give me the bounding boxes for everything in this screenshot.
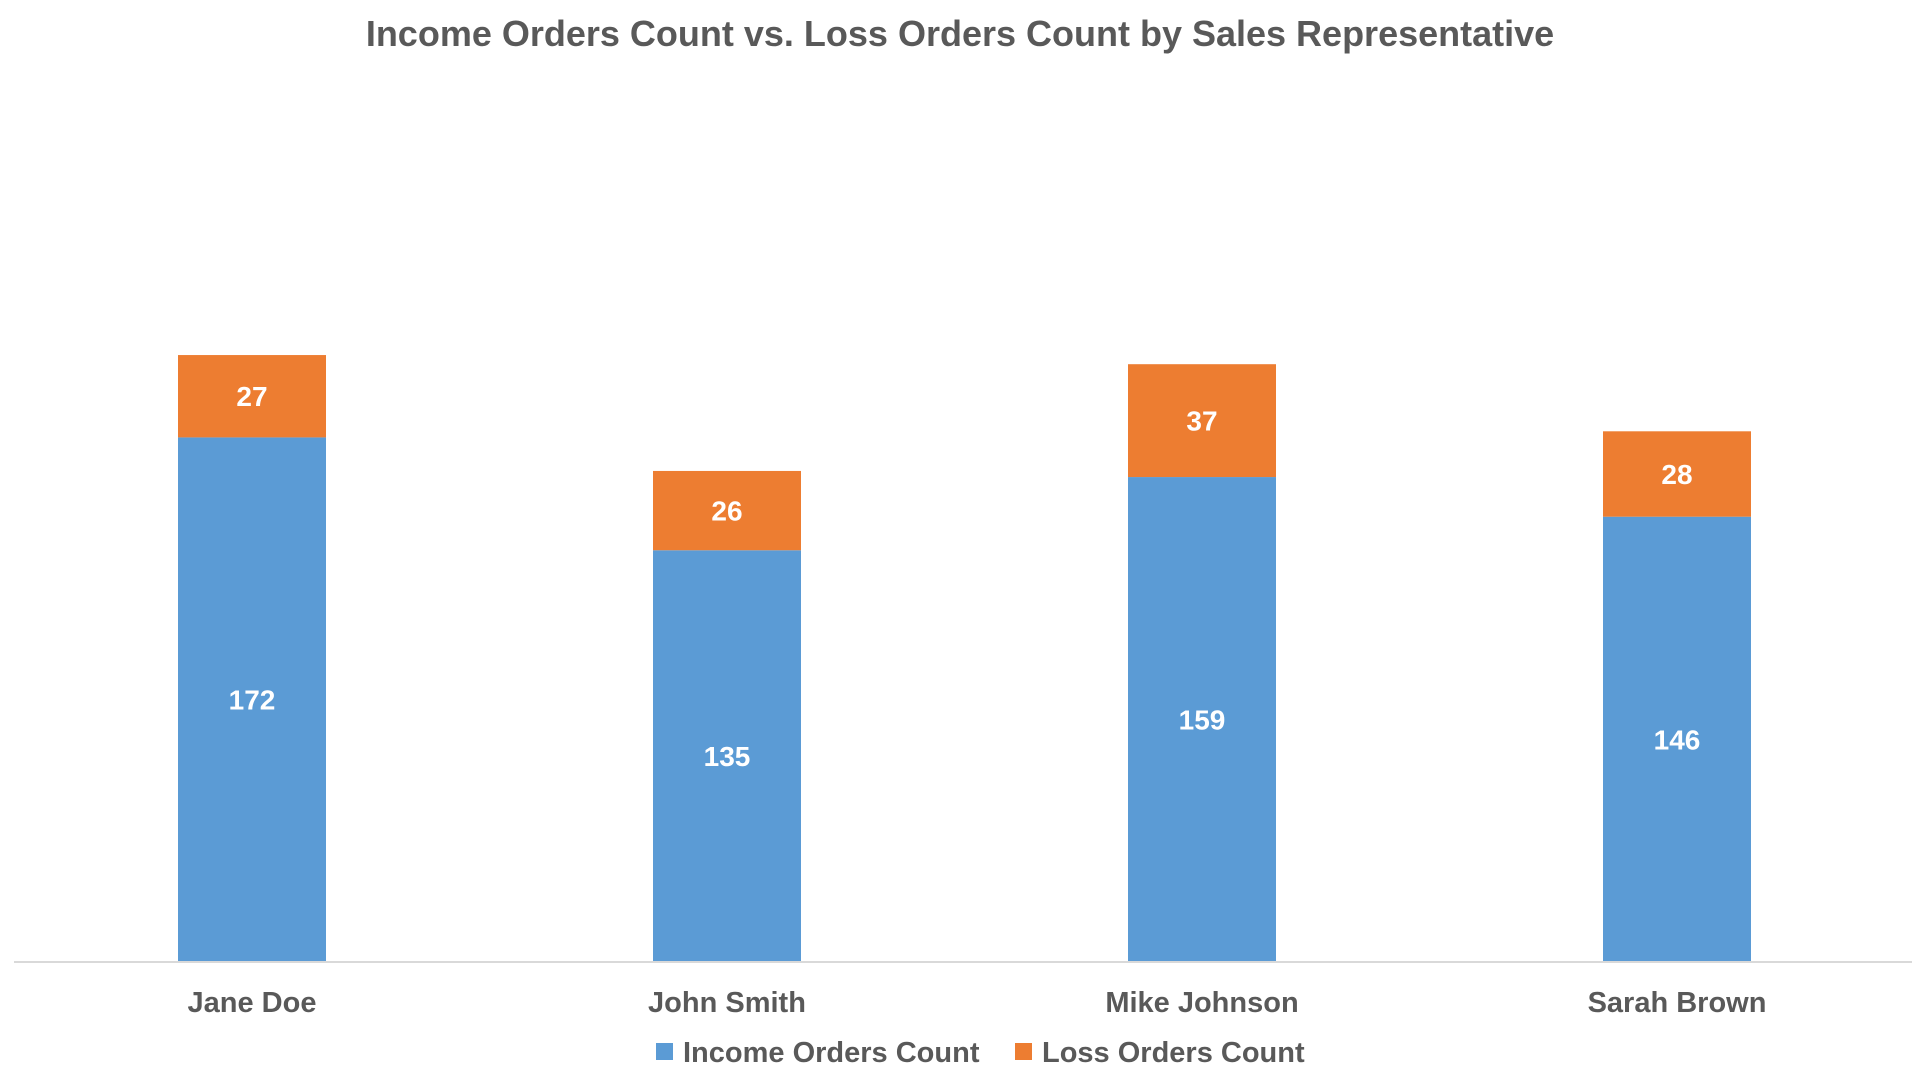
data-label-income-orders-count-mike-johnson: 159 [1179,705,1226,736]
x-tick-label-jane-doe: Jane Doe [188,987,317,1019]
x-tick-label-john-smith: John Smith [648,987,806,1019]
legend-swatch-loss-orders-count [1015,1043,1032,1060]
x-tick-label-sarah-brown: Sarah Brown [1588,987,1767,1019]
data-label-loss-orders-count-jane-doe: 27 [236,381,267,412]
bar-loss-orders-count-john-smith [653,470,801,551]
bar-income-orders-count-sarah-brown [1603,516,1751,962]
legend-swatch-income-orders-count [656,1043,673,1060]
labels-layer: 172 27 135 26 159 37 146 28 [229,381,1701,772]
data-label-loss-orders-count-sarah-brown: 28 [1661,459,1692,490]
data-label-loss-orders-count-mike-johnson: 37 [1186,406,1217,437]
x-axis-ticks: Jane Doe John Smith Mike Johnson Sarah Brow… [188,987,1767,1019]
bar-loss-orders-count-jane-doe [178,355,326,438]
chart-title: Income Orders Count vs. Loss Orders Coun… [366,13,1554,54]
data-label-loss-orders-count-john-smith: 26 [711,496,742,527]
legend-label-income-orders-count: Income Orders Count [683,1037,980,1069]
bars-layer [178,355,1751,962]
bar-income-orders-count-mike-johnson [1128,477,1276,962]
bar-income-orders-count-john-smith [653,550,801,962]
data-label-income-orders-count-john-smith: 135 [704,741,751,772]
legend-label-loss-orders-count: Loss Orders Count [1042,1037,1305,1069]
data-label-income-orders-count-sarah-brown: 146 [1654,724,1701,755]
bar-loss-orders-count-mike-johnson [1128,364,1276,478]
legend: Income Orders Count Loss Orders Count [656,1037,1305,1069]
x-tick-label-mike-johnson: Mike Johnson [1105,987,1298,1019]
bar-income-orders-count-jane-doe [178,437,326,962]
bar-loss-orders-count-sarah-brown [1603,431,1751,517]
data-label-income-orders-count-jane-doe: 172 [229,685,276,716]
